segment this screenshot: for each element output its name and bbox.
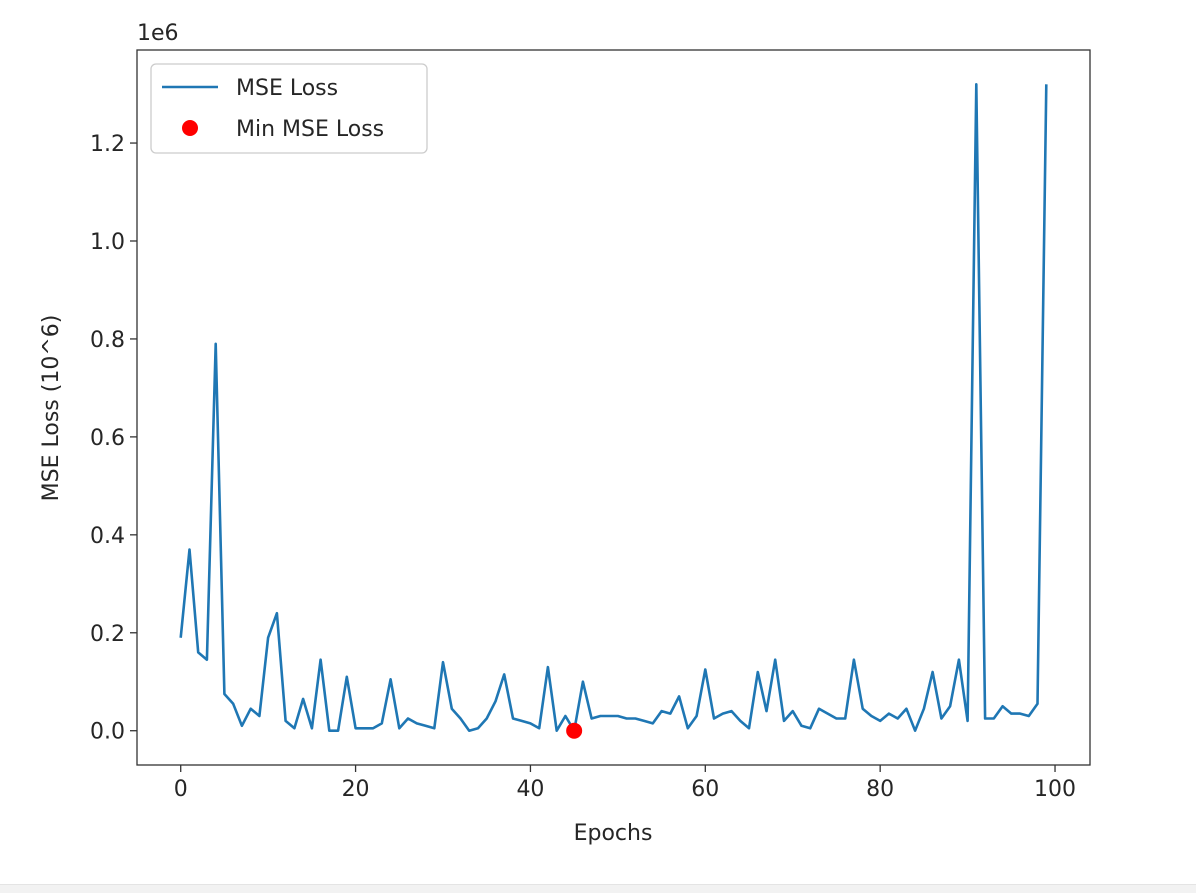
min-loss-points <box>566 722 583 739</box>
x-tick-label: 100 <box>1034 777 1076 802</box>
mse-loss-line <box>179 83 1048 732</box>
output-cell-bottom-strip <box>0 884 1196 893</box>
y-tick-label: 0.8 <box>90 328 125 353</box>
min-loss-marker <box>566 722 583 739</box>
y-tick-label: 0.6 <box>90 426 125 451</box>
legend-label-mse-loss: MSE Loss <box>236 76 338 101</box>
legend-label-min-mse-loss: Min MSE Loss <box>236 117 384 142</box>
y-tick-label: 0.2 <box>90 622 125 647</box>
y-tick-label: 0.0 <box>90 720 125 745</box>
y-axis-ticks: 0.0 0.2 0.4 0.6 0.8 1.0 1.2 <box>90 132 137 745</box>
x-tick-label: 60 <box>691 777 719 802</box>
x-tick-label: 40 <box>516 777 544 802</box>
y-tick-label: 1.2 <box>90 132 125 157</box>
x-tick-label: 20 <box>342 777 370 802</box>
plot-area <box>137 50 1090 765</box>
x-tick-label: 0 <box>174 777 188 802</box>
legend-box <box>150 63 428 154</box>
y-tick-label: 0.4 <box>90 524 125 549</box>
plot-frame <box>136 49 1091 766</box>
legend: MSE Loss Min MSE Loss <box>150 63 428 154</box>
y-tick-label: 1.0 <box>90 230 125 255</box>
x-tick-label: 80 <box>866 777 894 802</box>
y-axis-label: MSE Loss (10^6) <box>39 315 64 502</box>
x-axis-ticks: 0 20 40 60 80 100 <box>174 765 1076 802</box>
legend-marker-swatch <box>182 120 198 136</box>
x-axis-label: Epochs <box>574 821 653 846</box>
y-offset-text: 1e6 <box>137 21 179 46</box>
